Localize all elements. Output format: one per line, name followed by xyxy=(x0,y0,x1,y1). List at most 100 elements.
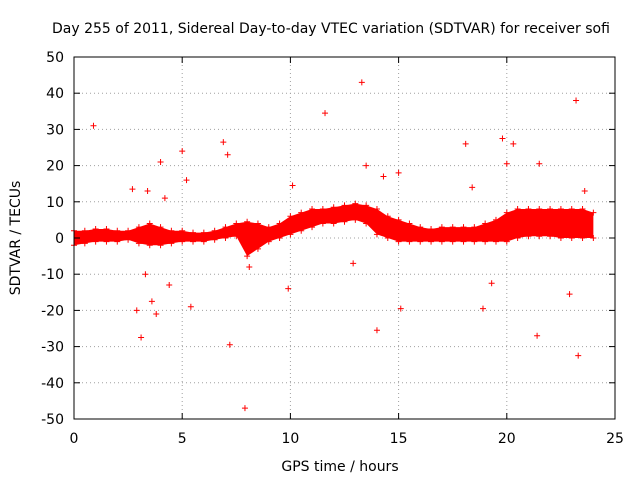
band-upper-point xyxy=(179,227,186,234)
band-upper-point xyxy=(471,224,478,231)
band-upper-point xyxy=(92,225,99,232)
band-lower-point xyxy=(428,238,435,245)
x-tick-label: 25 xyxy=(606,431,624,447)
band-lower-point xyxy=(568,235,575,241)
band-lower-point xyxy=(503,238,510,245)
y-tick-label: 20 xyxy=(46,159,64,175)
band-lower-point xyxy=(211,236,218,243)
band-lower-point xyxy=(460,238,467,245)
band-lower-point xyxy=(244,253,251,260)
band-lower-point xyxy=(471,238,478,245)
band-upper-point xyxy=(547,206,554,213)
band-lower-point xyxy=(525,233,532,240)
band-lower-point xyxy=(341,218,348,225)
y-tick-label: -10 xyxy=(41,267,64,283)
band-upper-point xyxy=(525,206,532,213)
band-lower-point xyxy=(395,238,402,245)
band-lower-point xyxy=(417,238,424,245)
spike-point xyxy=(395,169,402,176)
band-upper-point xyxy=(395,216,402,223)
spike-point xyxy=(246,263,253,270)
y-tick-label: 30 xyxy=(46,122,64,138)
band-upper-point xyxy=(428,225,435,232)
band-upper-point xyxy=(341,202,348,209)
band-lower-point xyxy=(319,220,326,227)
band-lower-point xyxy=(200,238,207,245)
band-upper-point xyxy=(438,224,445,231)
band-upper-point xyxy=(265,224,272,231)
band-lower-point xyxy=(309,224,316,231)
spike-point xyxy=(153,311,160,318)
spike-point xyxy=(90,122,97,129)
spike-point xyxy=(499,135,506,142)
spike-point xyxy=(358,79,365,86)
band-upper-point xyxy=(200,229,207,236)
band-lower-point xyxy=(103,238,110,245)
band-lower-point xyxy=(590,235,597,241)
band-upper-point xyxy=(557,206,564,213)
band-lower-point xyxy=(514,235,521,241)
band-lower-point xyxy=(298,227,305,234)
y-tick-label: 50 xyxy=(46,50,64,66)
band-lower-point xyxy=(92,238,99,245)
spike-point xyxy=(226,341,233,348)
y-tick-label: 0 xyxy=(55,231,64,247)
spike-point xyxy=(380,173,387,180)
band-lower-point xyxy=(146,242,153,249)
band-upper-point xyxy=(514,206,521,213)
band-lower-point xyxy=(449,238,456,245)
band-lower-point xyxy=(482,238,489,245)
band-lower-point xyxy=(276,235,283,241)
band-upper-point xyxy=(406,220,413,227)
band-upper-point xyxy=(114,227,121,234)
band-upper-point xyxy=(244,218,251,225)
band-lower-point xyxy=(547,233,554,240)
spike-point xyxy=(144,187,151,194)
band-lower-point xyxy=(81,240,88,247)
band-lower-point xyxy=(579,235,586,241)
spike-point xyxy=(138,334,145,341)
band-upper-point xyxy=(319,206,326,213)
band-upper-point xyxy=(233,220,240,227)
spike-point xyxy=(148,298,155,305)
spike-point xyxy=(166,282,173,289)
band-upper-point xyxy=(146,220,153,227)
spike-point xyxy=(289,182,296,189)
band-upper-point xyxy=(287,213,294,220)
band-lower-point xyxy=(557,235,564,241)
y-tick-label: -40 xyxy=(41,376,64,392)
spike-point xyxy=(469,184,476,191)
band-upper-point xyxy=(309,206,316,213)
band-upper-point xyxy=(190,229,197,236)
spike-point xyxy=(510,140,517,147)
spike-point xyxy=(573,97,580,104)
x-tick-label: 20 xyxy=(498,431,516,447)
spike-point xyxy=(224,151,231,158)
band-lower-point xyxy=(438,238,445,245)
band-upper-point xyxy=(103,225,110,232)
data-band-series xyxy=(71,200,597,260)
band-upper-point xyxy=(384,213,391,220)
band-lower-point xyxy=(114,238,121,245)
band-upper-point xyxy=(81,227,88,234)
spike-point xyxy=(187,303,194,310)
band-upper-point xyxy=(352,200,359,207)
y-tick-label: -50 xyxy=(41,412,64,428)
band-lower-point xyxy=(352,216,359,223)
band-upper-point xyxy=(135,224,142,231)
spike-point xyxy=(575,352,582,359)
band-upper-point xyxy=(298,209,305,216)
band-upper-point xyxy=(222,224,229,231)
x-tick-label: 15 xyxy=(390,431,408,447)
band-upper-point xyxy=(417,224,424,231)
y-tick-label: -30 xyxy=(41,340,64,356)
band-upper-point xyxy=(363,202,370,209)
band-upper-point xyxy=(168,227,175,234)
band-lower-point xyxy=(157,242,164,249)
band-upper-point xyxy=(590,209,597,216)
spike-point xyxy=(183,177,190,184)
band-lower-point xyxy=(384,235,391,241)
spike-point xyxy=(462,140,469,147)
chart-title: Day 255 of 2011, Sidereal Day-to-day VTE… xyxy=(52,21,610,37)
